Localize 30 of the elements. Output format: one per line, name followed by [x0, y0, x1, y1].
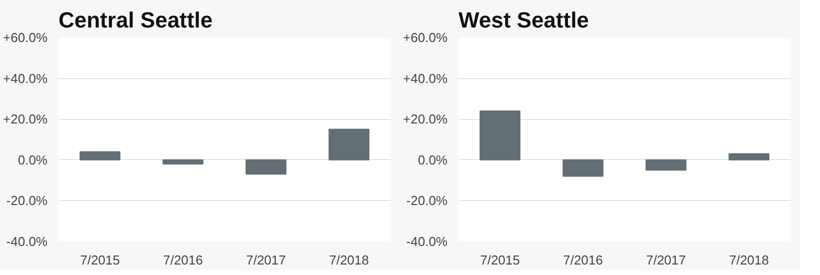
bar [162, 159, 204, 164]
y-tick-label: 0.0% [18, 152, 48, 168]
y-tick-label: -40.0% [406, 234, 448, 249]
y-tick-label: -40.0% [6, 234, 48, 249]
x-tick-label: 7/2015 [480, 252, 520, 268]
y-tick-label: +40.0% [3, 70, 48, 86]
bar [480, 110, 520, 160]
bar [328, 128, 370, 160]
x-tick-label: 7/2016 [563, 252, 603, 268]
bar [562, 159, 604, 177]
bar [80, 151, 120, 160]
y-tick-label: +20.0% [403, 112, 448, 127]
bar [646, 159, 686, 171]
y-tick-label: 0.0% [418, 152, 448, 168]
y-tick-label: -20.0% [6, 193, 48, 208]
y-tick-label: +60.0% [3, 30, 48, 45]
y-tick-label: +40.0% [403, 70, 448, 86]
x-tick-label: 7/2018 [729, 252, 769, 268]
chart-title: Central Seattle [58, 8, 213, 32]
x-tick-label: 7/2018 [329, 252, 369, 268]
x-tick-label: 7/2017 [646, 252, 686, 268]
y-tick-label: +20.0% [3, 112, 48, 127]
x-tick-label: 7/2016 [163, 252, 203, 268]
y-tick-label: -20.0% [406, 193, 448, 208]
x-tick-label: 7/2015 [80, 252, 120, 268]
bar [728, 153, 770, 160]
bar [246, 159, 286, 175]
x-tick-label: 7/2017 [246, 252, 286, 268]
chart-title: West Seattle [458, 8, 589, 32]
y-tick-label: +60.0% [403, 30, 448, 45]
